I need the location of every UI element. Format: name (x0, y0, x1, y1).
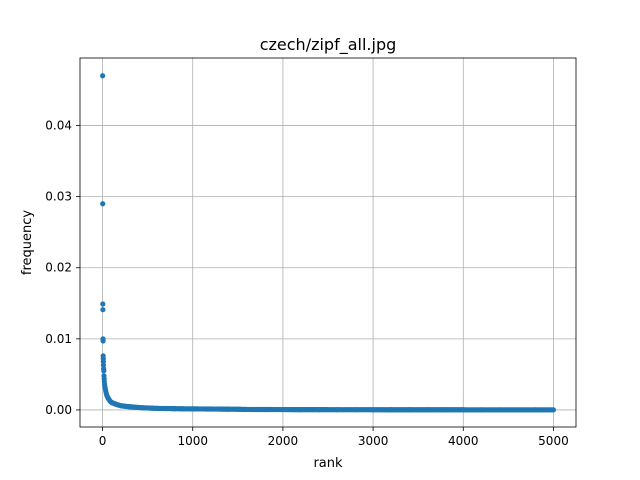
data-point (100, 201, 106, 207)
x-tick-label: 0 (99, 434, 107, 448)
data-point (199, 406, 205, 412)
data-point (149, 405, 155, 411)
axis-ticks: 0 1000 2000 3000 4000 5000 0.00 0.01 0.02 0.03 0.0… (45, 119, 568, 448)
data-point (370, 407, 376, 413)
data-point (100, 73, 106, 79)
data-point (154, 405, 160, 411)
data-point (235, 406, 241, 412)
data-point (172, 406, 178, 412)
data-point (100, 338, 106, 344)
data-point (190, 406, 196, 412)
data-point (100, 301, 106, 307)
y-tick-label: 0.03 (45, 190, 72, 204)
data-point (550, 407, 557, 413)
y-axis-label: frequency (20, 210, 35, 276)
data-point (163, 405, 169, 412)
data-point (145, 405, 151, 411)
x-tick-label: 5000 (538, 434, 569, 448)
grid (80, 58, 576, 427)
x-axis-label: rank (313, 456, 343, 471)
data-point (478, 407, 484, 413)
data-point (316, 407, 322, 413)
data-point (496, 407, 502, 413)
data-point (406, 407, 412, 413)
y-tick-label: 0.01 (45, 332, 72, 346)
data-point (442, 407, 448, 413)
data-point (280, 406, 286, 413)
data-point (334, 407, 340, 413)
data-point (131, 404, 137, 410)
data-point (514, 407, 520, 413)
data-point (262, 406, 268, 413)
data-point (244, 406, 250, 413)
x-tick-label: 2000 (268, 434, 299, 448)
data-point (208, 406, 214, 412)
data-point (100, 307, 106, 313)
x-tick-label: 1000 (177, 434, 208, 448)
data-point (424, 407, 430, 413)
data-point (460, 407, 466, 413)
data-point (181, 406, 187, 412)
data-point (352, 407, 358, 413)
data-point (101, 368, 107, 374)
plot-frame (79, 57, 577, 428)
data-point (127, 404, 133, 410)
data-point (532, 407, 539, 413)
y-tick-label: 0.04 (45, 119, 72, 133)
data-point (298, 407, 304, 413)
data-point (217, 406, 223, 412)
chart-title: czech/zipf_all.jpg (260, 35, 397, 55)
data-point (388, 407, 394, 413)
y-tick-label: 0.02 (45, 261, 72, 275)
data-point (140, 405, 146, 411)
x-tick-label: 4000 (448, 434, 479, 448)
data-point (226, 406, 232, 412)
data-point (136, 404, 142, 411)
y-tick-label: 0.00 (45, 403, 72, 417)
data-points (100, 73, 557, 413)
x-tick-label: 3000 (358, 434, 389, 448)
